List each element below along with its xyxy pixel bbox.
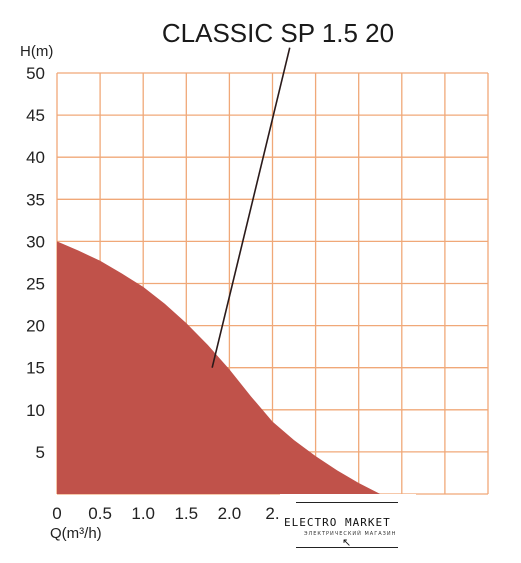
y-tick-label: 20: [26, 317, 45, 336]
y-tick-label: 35: [26, 190, 45, 209]
y-tick-label: 5: [36, 443, 45, 462]
cursor-icon: ↖: [342, 537, 352, 549]
y-tick-labels: 5 10 15 20 25 30 35 40 45 50: [26, 64, 45, 462]
logo-bottom-line: [296, 547, 398, 548]
x-tick-label: 1.5: [174, 504, 198, 523]
annotation-leader-line: [211, 47, 291, 368]
y-tick-label: 40: [26, 148, 45, 167]
x-tick-label: 2.0: [218, 504, 242, 523]
y-tick-label: 10: [26, 401, 45, 420]
x-tick-label: 0.5: [88, 504, 112, 523]
x-axis-title: Q(m³/h): [50, 525, 102, 542]
x-tick-labels: 0 0.5 1.0 1.5 2.0 2.: [52, 504, 279, 523]
y-tick-label: 30: [26, 232, 45, 251]
performance-area: [57, 241, 381, 494]
y-axis-title: H(m): [20, 43, 53, 60]
y-tick-label: 50: [26, 64, 45, 83]
watermark-tagline: ЭЛЕКТРИЧЕСКИЙ МАГАЗИН: [304, 531, 397, 537]
y-tick-label: 25: [26, 275, 45, 294]
chart-title: CLASSIC SP 1.5 20: [162, 18, 394, 48]
x-tick-label: 1.0: [131, 504, 155, 523]
x-tick-label: 2.: [265, 504, 279, 523]
watermark-logo: ELECTRO MARKET ЭЛЕКТРИЧЕСКИЙ МАГАЗИН ↖: [280, 494, 416, 554]
y-tick-label: 15: [26, 359, 45, 378]
logo-top-line: [296, 502, 398, 503]
watermark-brand: ELECTRO MARKET: [284, 516, 391, 529]
y-tick-label: 45: [26, 106, 45, 125]
x-tick-label: 0: [52, 504, 61, 523]
